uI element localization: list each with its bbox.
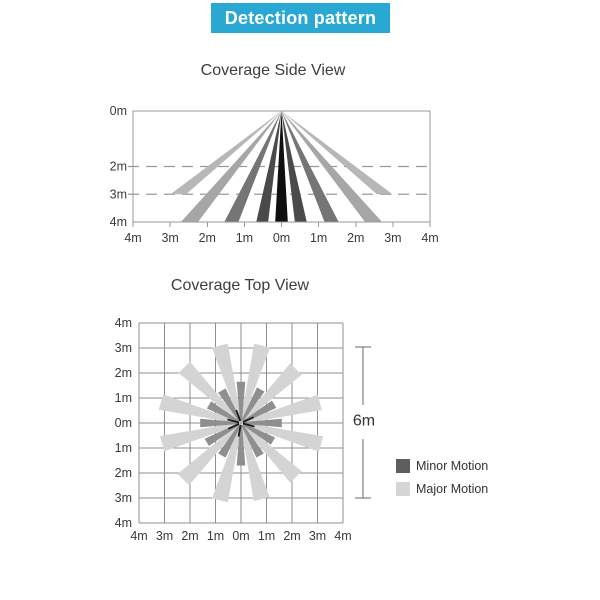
side-y-label: 3m	[110, 187, 127, 201]
side-beam-mid-left	[224, 111, 282, 222]
major-motion-swatch	[396, 481, 410, 496]
major-motion-beam	[211, 343, 242, 419]
side-x-label: 0m	[273, 231, 290, 245]
side-beam-light-right	[281, 111, 383, 222]
side-x-label: 2m	[199, 231, 216, 245]
side-x-label: 3m	[161, 231, 178, 245]
top-y-label: 1m	[115, 391, 132, 405]
major-motion-beam	[240, 427, 270, 502]
top-y-label: 2m	[115, 366, 132, 380]
side-beam-dark-left	[256, 111, 282, 222]
top-x-label: 3m	[309, 529, 326, 543]
top-y-label: 0m	[115, 416, 132, 430]
minor-motion-beam	[236, 425, 246, 466]
side-beam-outer-left	[170, 111, 282, 195]
minor-motion-beam	[218, 424, 241, 458]
top-x-label: 1m	[258, 529, 275, 543]
side-beam-light-left	[180, 111, 282, 222]
legend-item-minor-motion: Minor Motion	[396, 454, 488, 477]
side-x-label: 1m	[310, 231, 327, 245]
measure-label: 6m	[353, 413, 375, 430]
side-x-label: 2m	[347, 231, 364, 245]
top-x-label: 2m	[283, 529, 300, 543]
side-x-label: 4m	[124, 231, 141, 245]
core-detection-mark	[227, 423, 240, 430]
page-title-banner: Detection pattern	[211, 3, 390, 33]
top-x-label: 4m	[334, 529, 351, 543]
top-y-label: 4m	[115, 316, 132, 330]
motion-legend: Minor Motion Major Motion	[396, 454, 488, 500]
minor-motion-beam	[241, 424, 264, 458]
core-detection-mark	[227, 418, 240, 424]
major-motion-label: Major Motion	[416, 481, 489, 496]
major-motion-beam	[245, 394, 322, 424]
major-motion-beam	[160, 422, 237, 452]
minor-motion-beam	[204, 423, 240, 447]
side-beam-outer-right	[281, 111, 393, 195]
major-motion-beam	[211, 427, 242, 503]
side-x-label: 4m	[421, 231, 438, 245]
major-motion-beam	[240, 343, 271, 419]
top-x-label: 1m	[207, 529, 224, 543]
minor-motion-beam	[241, 387, 265, 422]
side-y-label: 2m	[110, 160, 127, 174]
side-x-label: 1m	[236, 231, 253, 245]
major-motion-beam	[177, 425, 239, 486]
side-y-label: 0m	[110, 104, 127, 118]
minor-motion-swatch	[396, 458, 410, 473]
top-x-label: 2m	[181, 529, 198, 543]
minor-motion-label: Minor Motion	[416, 458, 489, 473]
top-y-label: 4m	[115, 516, 132, 530]
core-detection-mark	[237, 424, 242, 437]
top-x-label: 3m	[156, 529, 173, 543]
side-y-label: 4m	[110, 215, 127, 229]
side-beam-dark-right	[281, 111, 307, 222]
major-motion-beam	[243, 363, 302, 421]
minor-motion-beam	[242, 400, 277, 423]
core-detection-mark	[235, 409, 242, 422]
top-x-label: 0m	[232, 529, 249, 543]
major-motion-beam	[178, 361, 239, 421]
major-motion-beam	[158, 394, 237, 424]
top-y-label: 3m	[115, 491, 132, 505]
minor-motion-beam	[236, 381, 246, 421]
side-beam-center	[275, 111, 288, 222]
legend-item-major-motion: Major Motion	[396, 477, 488, 500]
side-beam-mid-right	[281, 111, 339, 222]
top-x-label: 4m	[130, 529, 147, 543]
major-motion-beam	[245, 422, 324, 452]
top-y-label: 1m	[115, 441, 132, 455]
minor-motion-beam	[206, 401, 240, 423]
minor-motion-beam	[243, 418, 282, 428]
core-detection-mark	[242, 416, 255, 423]
minor-motion-beam	[242, 423, 276, 445]
top-view-title: Coverage Top View	[170, 277, 310, 294]
core-detection-mark	[242, 422, 255, 428]
minor-motion-beam	[218, 388, 241, 422]
top-y-label: 2m	[115, 466, 132, 480]
top-y-label: 3m	[115, 341, 132, 355]
side-x-label: 3m	[384, 231, 401, 245]
side-view-title: Coverage Side View	[200, 62, 346, 79]
minor-motion-beam	[200, 418, 239, 428]
major-motion-beam	[243, 425, 302, 483]
